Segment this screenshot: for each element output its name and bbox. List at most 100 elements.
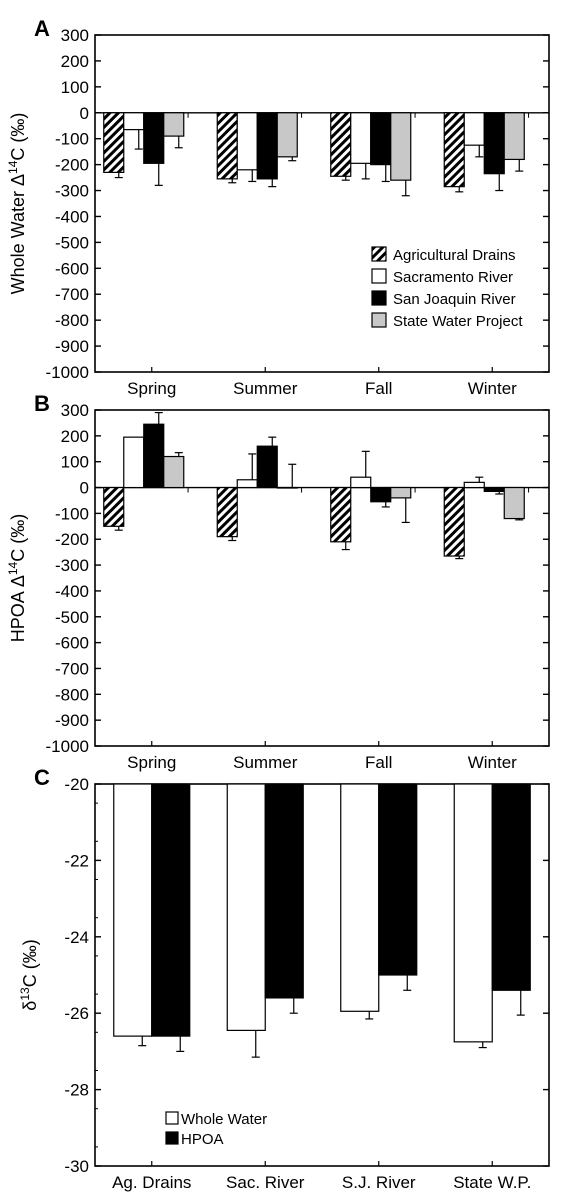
y-tick-label: -700 [55, 659, 89, 678]
y-axis-label-post: C (‰) [8, 113, 28, 161]
bar-state-water-project-1 [276, 486, 298, 489]
x-tick-label: Winter [468, 753, 517, 772]
bar-state-water-project-3 [503, 112, 525, 161]
chart-panel-b: B 300 200 100 0 -100 -200 -300 -400 -500 -600 -700 -… [6, 391, 550, 772]
bar-agricultural-drains-3 [443, 486, 465, 557]
y-tick-label: -900 [55, 711, 89, 730]
bar-sacramento-river-0 [123, 112, 145, 131]
y-tick-label: -1000 [46, 737, 89, 756]
bar-state-water-project-1 [276, 112, 298, 158]
bar-state-water-project-0 [163, 112, 185, 137]
x-tick-label: Ag. Drains [112, 1173, 191, 1192]
y-tick-label: -800 [55, 685, 89, 704]
x-tick-label: Summer [233, 379, 298, 398]
y-tick-label: -400 [55, 582, 89, 601]
bar-sacramento-river-1 [236, 112, 258, 171]
y-axis-label-sup: 14 [6, 561, 20, 575]
y-tick-label: -30 [64, 1157, 89, 1176]
chart-panel-a: A 300 200 100 0 -100 -200 -300 -400 -500 -600 -700 -… [6, 16, 550, 398]
y-tick-label: -600 [55, 259, 89, 278]
y-tick-label: -26 [64, 1004, 89, 1023]
bar-hpoa-0 [151, 783, 191, 1037]
x-tick-label: Summer [233, 753, 298, 772]
y-tick-label: -300 [55, 556, 89, 575]
x-tick-label: Spring [127, 753, 176, 772]
y-axis-label-sup: 14 [6, 160, 20, 174]
y-tick-label: -300 [55, 182, 89, 201]
bar-sacramento-river-2 [350, 476, 372, 489]
bar-agricultural-drains-2 [330, 486, 352, 543]
bar-sacramento-river-0 [123, 436, 145, 489]
y-axis-label-sup: 13 [18, 987, 32, 1001]
bar-state-water-project-3 [503, 486, 525, 520]
bar-san-joaquin-river-0 [143, 423, 165, 489]
y-axis-label-post: C (‰) [8, 514, 28, 562]
y-tick-label: 0 [80, 479, 89, 498]
y-axis-label: δ13C (‰) [18, 939, 40, 1010]
y-tick-label: 200 [61, 427, 89, 446]
y-tick-label: 100 [61, 453, 89, 472]
legend-swatch [371, 246, 387, 262]
legend-swatch [371, 268, 387, 284]
chart-panel-c: C -20 -22 -24 -26 -28 -30 δ13C (‰) Ag. Drains Sac… [18, 765, 550, 1192]
chart-panels: A 3002001000-100-200-300-400-500-600-700-… [6, 16, 550, 1192]
y-axis-label: Whole Water Δ14C (‰) [6, 113, 28, 295]
y-tick-label: -28 [64, 1081, 89, 1100]
bar-san-joaquin-river-2 [370, 112, 392, 166]
plot-frame [94, 409, 550, 747]
panel-letter: B [34, 391, 50, 416]
x-tick-label: State W.P. [453, 1173, 531, 1192]
bar-agricultural-drains-1 [216, 112, 238, 180]
legend-swatch [165, 1111, 179, 1125]
legend-label: Agricultural Drains [393, 247, 516, 264]
y-tick-label: -22 [64, 851, 89, 870]
y-tick-label: -600 [55, 634, 89, 653]
legend-label: HPOA [181, 1131, 224, 1148]
y-tick-label: 200 [61, 52, 89, 71]
bar-hpoa-1 [264, 783, 304, 999]
y-tick-label: -24 [64, 928, 89, 947]
legend-label: Sacramento River [393, 269, 513, 286]
legend-label: Whole Water [181, 1111, 267, 1128]
bar-sacramento-river-3 [463, 481, 485, 489]
y-tick-label: -800 [55, 311, 89, 330]
y-tick-label: -900 [55, 337, 89, 356]
x-tick-label: Winter [468, 379, 517, 398]
y-tick-label: -500 [55, 608, 89, 627]
bar-san-joaquin-river-1 [256, 112, 278, 180]
y-axis-label-pre: δ [20, 1001, 40, 1011]
y-tick-label: -1000 [46, 363, 89, 382]
legend-label: State Water Project [393, 313, 523, 330]
bar-san-joaquin-river-1 [256, 445, 278, 489]
y-axis-label-pre: Whole Water Δ [8, 174, 28, 294]
legend-swatch [371, 312, 387, 328]
x-tick-label: S.J. River [342, 1173, 416, 1192]
y-tick-label: 100 [61, 78, 89, 97]
panel-letter: C [34, 765, 50, 790]
legend-label: San Joaquin River [393, 291, 516, 308]
bar-agricultural-drains-2 [330, 112, 352, 177]
y-tick-label: -100 [55, 504, 89, 523]
plot-frame [94, 783, 550, 1167]
bar-state-water-project-2 [390, 486, 412, 499]
y-axis-label: HPOA Δ14C (‰) [6, 514, 28, 642]
y-tick-label: 0 [80, 104, 89, 123]
bar-hpoa-3 [491, 783, 531, 991]
legend-swatch [165, 1131, 179, 1145]
bar-sacramento-river-3 [463, 112, 485, 146]
bar-agricultural-drains-3 [443, 112, 465, 188]
bar-san-joaquin-river-2 [370, 486, 392, 503]
legend-swatch [371, 290, 387, 306]
bar-whole-water-1 [226, 783, 266, 1031]
bar-san-joaquin-river-0 [143, 112, 165, 164]
y-tick-label: -20 [64, 775, 89, 794]
y-axis-label-post: C (‰) [20, 939, 40, 987]
x-tick-label: Sac. River [226, 1173, 305, 1192]
bar-state-water-project-0 [163, 455, 185, 489]
y-axis-label-pre: HPOA Δ [8, 575, 28, 642]
bar-sacramento-river-1 [236, 479, 258, 489]
y-tick-label: -400 [55, 207, 89, 226]
y-tick-label: -500 [55, 233, 89, 252]
y-tick-label: -200 [55, 156, 89, 175]
x-tick-label: Fall [365, 379, 392, 398]
